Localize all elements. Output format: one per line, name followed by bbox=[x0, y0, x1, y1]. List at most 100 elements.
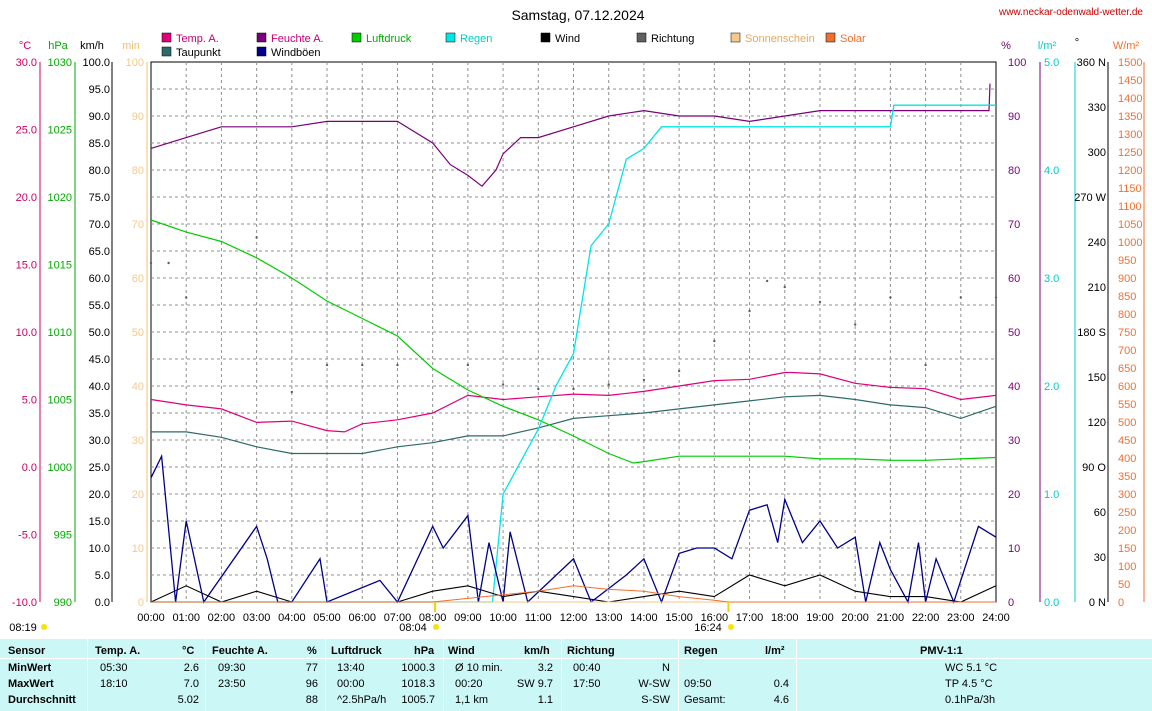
time-tick: 21:00 bbox=[877, 612, 905, 624]
summary-cell-pmv: 0.1hPa/3h bbox=[945, 694, 996, 706]
series-luftdruck-line bbox=[150, 219, 997, 464]
summary-cell-pmv: WC 5.1 °C bbox=[945, 662, 998, 674]
solar-tick: 850 bbox=[1118, 291, 1136, 303]
time-tick: 07:00 bbox=[384, 612, 412, 624]
sun-markers: 08:19 08:04 16:24 bbox=[9, 602, 734, 634]
direction-point bbox=[572, 387, 575, 391]
summary-cell-temp-time: 18:10 bbox=[100, 678, 128, 690]
time-tick: 10:00 bbox=[489, 612, 517, 624]
time-tick: 23:00 bbox=[947, 612, 975, 624]
right-axis-unit: ° bbox=[1075, 37, 1079, 49]
hdr-wind-unit: km/h bbox=[524, 645, 550, 657]
right-axis-unit: l/m² bbox=[1038, 40, 1057, 52]
humidity-tick: 40 bbox=[1008, 381, 1020, 393]
sun-tick: 90 bbox=[132, 111, 144, 123]
legend-label: Feuchte A. bbox=[271, 33, 324, 45]
summary-cell-dir-val: W-SW bbox=[638, 678, 670, 690]
humidity-tick: 100 bbox=[1008, 57, 1026, 69]
time-tick: 14:00 bbox=[630, 612, 658, 624]
wind-tick: 35.0 bbox=[89, 408, 110, 420]
summary-cell-hum-time: 23:50 bbox=[218, 678, 246, 690]
summary-cell-hum-val: 77 bbox=[305, 662, 318, 674]
solar-tick: 450 bbox=[1118, 435, 1136, 447]
summary-cell-temp-val: 7.0 bbox=[183, 678, 199, 690]
legend-label: Regen bbox=[460, 33, 492, 45]
solar-tick: 350 bbox=[1118, 471, 1136, 483]
temp-tick: 10.0 bbox=[16, 327, 37, 339]
direction-point bbox=[537, 387, 540, 391]
pressure-tick: 995 bbox=[54, 530, 72, 542]
solar-tick: 100 bbox=[1118, 561, 1136, 573]
time-tick: 18:00 bbox=[771, 612, 799, 624]
solar-tick: 1250 bbox=[1118, 147, 1142, 159]
summary-cell-dir-time: 17:50 bbox=[573, 678, 601, 690]
summary-cell-rain-a: 09:50 bbox=[684, 678, 712, 690]
series-taupunkt-line bbox=[151, 394, 997, 455]
right-axis-unit: W/m² bbox=[1113, 40, 1140, 52]
solar-tick: 550 bbox=[1118, 399, 1136, 411]
solar-tick: 950 bbox=[1118, 255, 1136, 267]
solar-tick: 250 bbox=[1118, 507, 1136, 519]
solar-tick: 1150 bbox=[1118, 183, 1142, 195]
pressure-tick: 1020 bbox=[48, 192, 72, 204]
direction-tick: 300 bbox=[1088, 147, 1106, 159]
direction-point bbox=[149, 261, 153, 265]
solar-tick: 1000 bbox=[1118, 237, 1142, 249]
sun-tick: 30 bbox=[132, 435, 144, 447]
time-tick: 04:00 bbox=[278, 612, 306, 624]
time-tick: 17:00 bbox=[736, 612, 764, 624]
legend-label: Wind bbox=[555, 33, 580, 45]
sun-marker-label: 16:24 bbox=[694, 622, 722, 634]
time-tick: 16:00 bbox=[701, 612, 729, 624]
direction-point bbox=[361, 363, 364, 367]
rain-tick: 4.0 bbox=[1044, 165, 1059, 177]
summary-cell-rain-b: 0.4 bbox=[773, 678, 789, 690]
summary-cell-label: MinWert bbox=[8, 662, 52, 674]
direction-tick: 360 N bbox=[1077, 57, 1106, 69]
wind-tick: 50.0 bbox=[89, 327, 110, 339]
humidity-tick: 0 bbox=[1008, 597, 1014, 609]
series-temp-a--line bbox=[150, 371, 997, 433]
legend-label: Richtung bbox=[651, 33, 694, 45]
direction-point bbox=[396, 363, 399, 367]
hdr-dir: Richtung bbox=[567, 645, 615, 657]
pressure-tick: 1025 bbox=[48, 125, 72, 137]
temp-tick: 20.0 bbox=[16, 192, 37, 204]
legend-label: Sonnenschein bbox=[745, 33, 815, 45]
summary-cell-temp-val: 2.6 bbox=[183, 662, 199, 674]
direction-tick: 60 bbox=[1094, 507, 1106, 519]
time-tick: 22:00 bbox=[912, 612, 940, 624]
direction-point bbox=[713, 339, 716, 343]
direction-point bbox=[290, 390, 294, 394]
website-link[interactable]: www.neckar-odenwald-wetter.de bbox=[998, 7, 1143, 18]
wind-tick: 100.0 bbox=[82, 57, 110, 69]
wind-tick: 30.0 bbox=[89, 435, 110, 447]
sun-tick: 10 bbox=[132, 543, 144, 555]
summary-cell-temp-time: 05:30 bbox=[100, 662, 128, 674]
direction-point bbox=[642, 378, 646, 382]
direction-point bbox=[853, 323, 857, 326]
solar-tick: 1050 bbox=[1118, 219, 1142, 231]
legend-swatch bbox=[825, 32, 836, 43]
legend-label: Windböen bbox=[271, 47, 321, 59]
pressure-tick: 990 bbox=[54, 597, 72, 609]
sun-icon bbox=[728, 624, 734, 630]
hdr-wind: Wind bbox=[448, 645, 475, 657]
humidity-tick: 50 bbox=[1008, 327, 1020, 339]
summary-cell-press-val: 1018.3 bbox=[401, 678, 435, 690]
legend-swatch bbox=[351, 32, 362, 43]
hdr-press-unit: hPa bbox=[414, 645, 435, 657]
direction-tick: 0 N bbox=[1089, 597, 1106, 609]
sun-icon bbox=[433, 624, 439, 630]
summary-cell-press-time: 00:00 bbox=[337, 678, 365, 690]
summary-cell-dir-val: S-SW bbox=[641, 694, 670, 706]
solar-tick: 150 bbox=[1118, 543, 1136, 555]
summary-cell-pmv: TP 4.5 °C bbox=[945, 678, 993, 690]
temp-tick: 25.0 bbox=[16, 125, 37, 137]
solar-tick: 1100 bbox=[1118, 201, 1142, 213]
solar-tick: 500 bbox=[1118, 417, 1136, 429]
summary-cell-label: Durchschnitt bbox=[8, 694, 76, 706]
wind-tick: 95.0 bbox=[89, 84, 110, 96]
direction-point bbox=[889, 296, 892, 299]
summary-cell-label: MaxWert bbox=[8, 678, 54, 690]
